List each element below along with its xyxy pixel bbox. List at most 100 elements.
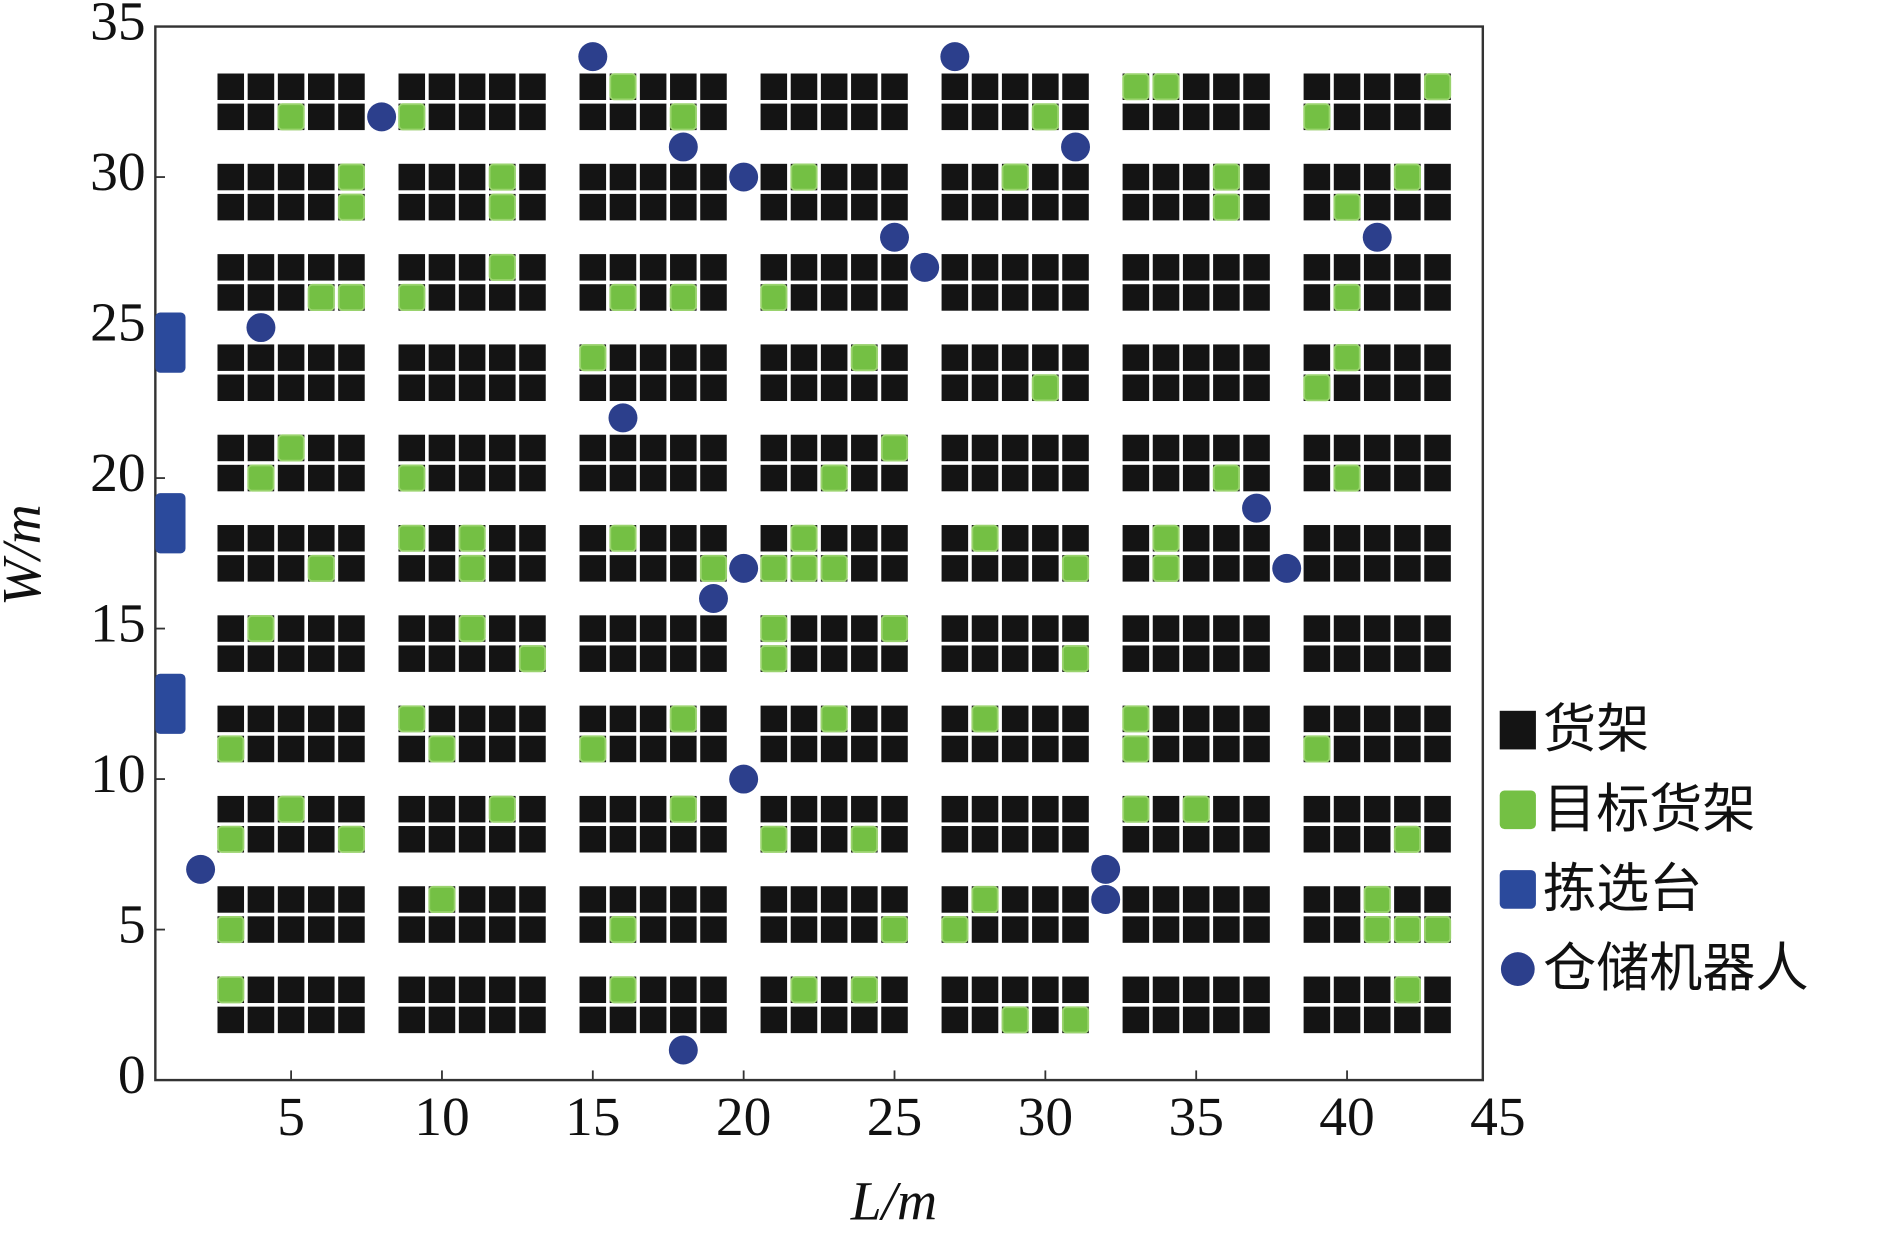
shelf-cell bbox=[1182, 254, 1210, 281]
shelf-cell bbox=[458, 434, 486, 462]
shelf-cell bbox=[971, 735, 999, 763]
shelf-cell bbox=[1333, 1006, 1361, 1034]
target-shelf bbox=[1363, 916, 1391, 944]
shelf-cell bbox=[820, 284, 848, 311]
x-tick-label: 5 bbox=[277, 1087, 305, 1148]
shelf-cell bbox=[1333, 254, 1361, 281]
shelf-cell bbox=[1333, 886, 1361, 913]
shelf-cell bbox=[1243, 254, 1270, 281]
shelf-cell bbox=[971, 254, 999, 281]
shelf-cell bbox=[489, 103, 516, 131]
robot bbox=[1091, 854, 1121, 884]
shelf-cell bbox=[1062, 886, 1089, 913]
target-shelf bbox=[1001, 163, 1029, 191]
shelf-cell bbox=[308, 434, 335, 462]
shelf-cell bbox=[579, 826, 607, 853]
shelf-cell bbox=[1213, 615, 1240, 642]
shelf-cell bbox=[428, 1006, 456, 1034]
shelf-cell bbox=[670, 374, 697, 402]
target-shelf bbox=[1061, 1006, 1090, 1034]
shelf-cell bbox=[941, 374, 969, 402]
target-shelf bbox=[488, 163, 516, 191]
shelf-cell bbox=[1243, 645, 1270, 672]
shelf-cell bbox=[338, 555, 365, 582]
shelf-cell bbox=[670, 916, 697, 943]
shelf-cell bbox=[1032, 555, 1059, 582]
shelf-cell bbox=[489, 434, 516, 462]
shelf-cell bbox=[1032, 73, 1059, 100]
target-shelf bbox=[1393, 163, 1421, 191]
shelf-cell bbox=[1152, 434, 1180, 462]
target-shelf bbox=[579, 735, 607, 763]
shelf-cell bbox=[1032, 886, 1059, 913]
shelf-cell bbox=[1424, 976, 1451, 1004]
shelf-cell bbox=[217, 1006, 245, 1034]
target-shelf bbox=[337, 163, 366, 191]
shelf-cell bbox=[398, 344, 426, 371]
shelf-cell bbox=[247, 73, 275, 100]
target-shelf bbox=[488, 795, 516, 823]
shelf-cell bbox=[579, 254, 607, 281]
shelf-cell bbox=[1243, 735, 1270, 763]
shelf-cell bbox=[1303, 434, 1331, 462]
shelf-cell bbox=[639, 1006, 667, 1034]
shelf-cell bbox=[458, 254, 486, 281]
shelf-cell bbox=[700, 886, 727, 913]
shelf-cell bbox=[428, 374, 456, 402]
shelf-cell bbox=[1032, 645, 1059, 672]
shelf-cell bbox=[760, 193, 788, 221]
shelf-cell bbox=[700, 284, 727, 311]
shelf-cell bbox=[790, 886, 818, 913]
shelf-cell bbox=[519, 886, 546, 913]
target-shelf bbox=[880, 916, 909, 944]
target-shelf bbox=[1333, 344, 1361, 372]
shelf-cell bbox=[1424, 735, 1451, 763]
shelf-cell bbox=[820, 434, 848, 462]
shelf-cell bbox=[1062, 163, 1089, 191]
target-shelf bbox=[1393, 825, 1421, 853]
shelf-cell bbox=[277, 735, 305, 763]
shelf-cell bbox=[941, 434, 969, 462]
shelf-cell bbox=[308, 464, 335, 492]
shelf-cell bbox=[820, 73, 848, 100]
shelf-cell bbox=[428, 525, 456, 552]
shelf-cell bbox=[277, 886, 305, 913]
shelf-cell bbox=[1032, 976, 1059, 1004]
shelf-cell bbox=[851, 374, 878, 402]
shelf-cell bbox=[1001, 525, 1029, 552]
shelf-cell bbox=[941, 795, 969, 823]
shelf-cell bbox=[277, 344, 305, 371]
shelf-cell bbox=[1363, 374, 1391, 402]
shelf-cell bbox=[579, 1006, 607, 1034]
shelf-cell bbox=[700, 735, 727, 763]
target-shelf bbox=[760, 825, 788, 853]
robot bbox=[880, 222, 909, 252]
shelf-cell bbox=[1182, 163, 1210, 191]
target-shelf bbox=[820, 464, 848, 492]
shelf-cell bbox=[1243, 284, 1270, 311]
shelf-cell bbox=[1363, 284, 1391, 311]
shelf-cell bbox=[308, 735, 335, 763]
shelf-cell bbox=[1424, 193, 1451, 221]
shelf-cell bbox=[760, 254, 788, 281]
shelf-cell bbox=[881, 555, 908, 582]
shelf-cell bbox=[609, 555, 637, 582]
shelf-cell bbox=[881, 374, 908, 402]
shelf-cell bbox=[247, 735, 275, 763]
shelf-cell bbox=[1303, 645, 1331, 672]
shelf-cell bbox=[217, 615, 245, 642]
shelf-cell bbox=[1152, 344, 1180, 371]
shelf-cell bbox=[1032, 193, 1059, 221]
shelf-cell bbox=[1122, 555, 1150, 582]
shelf-cell bbox=[1152, 284, 1180, 311]
robot bbox=[668, 132, 698, 162]
target-shelf bbox=[760, 645, 788, 673]
shelf-cell bbox=[670, 1006, 697, 1034]
shelf-cell bbox=[609, 795, 637, 823]
shelf-cell bbox=[1424, 374, 1451, 402]
shelf-cell bbox=[428, 284, 456, 311]
target-shelf bbox=[217, 735, 245, 763]
shelf-cell bbox=[1182, 73, 1210, 100]
shelf-cell bbox=[1062, 103, 1089, 131]
shelf-cell bbox=[1001, 284, 1029, 311]
